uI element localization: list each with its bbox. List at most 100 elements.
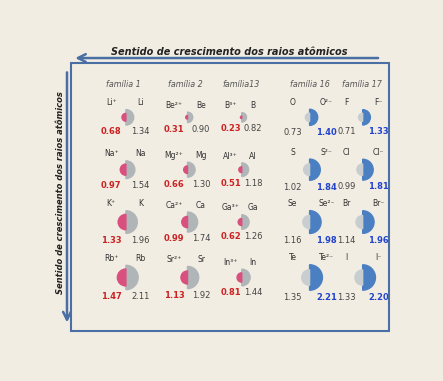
Wedge shape bbox=[310, 159, 320, 180]
Text: Br⁻: Br⁻ bbox=[373, 199, 385, 208]
Text: 2.11: 2.11 bbox=[132, 292, 150, 301]
Wedge shape bbox=[310, 109, 318, 125]
Text: 0.71: 0.71 bbox=[338, 127, 356, 136]
Text: Li⁺: Li⁺ bbox=[106, 98, 117, 107]
Text: I: I bbox=[346, 253, 348, 263]
Text: 0.62: 0.62 bbox=[220, 232, 241, 241]
Text: 1.98: 1.98 bbox=[316, 236, 337, 245]
Text: 1.14: 1.14 bbox=[338, 236, 356, 245]
Text: Mg²⁺: Mg²⁺ bbox=[165, 151, 183, 160]
Text: F: F bbox=[345, 98, 349, 107]
Wedge shape bbox=[187, 112, 193, 123]
Text: In³⁺: In³⁺ bbox=[223, 258, 238, 267]
Text: família 16: família 16 bbox=[290, 80, 330, 90]
Text: Rb⁺: Rb⁺ bbox=[104, 254, 118, 263]
Wedge shape bbox=[363, 159, 373, 180]
Text: 0.31: 0.31 bbox=[163, 125, 184, 134]
Wedge shape bbox=[181, 271, 187, 284]
Text: Ca: Ca bbox=[196, 201, 206, 210]
Text: 0.23: 0.23 bbox=[220, 124, 241, 133]
Wedge shape bbox=[239, 167, 242, 173]
Text: 1.02: 1.02 bbox=[284, 182, 302, 192]
Text: 1.44: 1.44 bbox=[244, 288, 262, 297]
Text: 1.26: 1.26 bbox=[244, 232, 262, 241]
Text: Cl⁻: Cl⁻ bbox=[373, 148, 384, 157]
Wedge shape bbox=[241, 116, 242, 118]
Wedge shape bbox=[126, 265, 138, 290]
Text: 2.21: 2.21 bbox=[316, 293, 337, 302]
Text: 1.34: 1.34 bbox=[132, 127, 150, 136]
Text: 1.96: 1.96 bbox=[368, 236, 389, 245]
Wedge shape bbox=[358, 113, 363, 122]
Text: 1.33: 1.33 bbox=[338, 293, 356, 301]
Wedge shape bbox=[186, 115, 187, 119]
Text: 1.33: 1.33 bbox=[101, 236, 121, 245]
Text: família 1: família 1 bbox=[106, 80, 141, 90]
Text: Al³⁺: Al³⁺ bbox=[223, 152, 238, 160]
Text: S: S bbox=[290, 148, 295, 157]
Text: 1.18: 1.18 bbox=[244, 179, 262, 188]
Wedge shape bbox=[303, 164, 310, 176]
Text: Mg: Mg bbox=[195, 151, 207, 160]
Text: 0.73: 0.73 bbox=[283, 128, 302, 137]
Text: O: O bbox=[290, 98, 295, 107]
Wedge shape bbox=[356, 216, 363, 229]
Text: B: B bbox=[250, 101, 256, 110]
Text: Sentido de crescimento dos raios atômicos: Sentido de crescimento dos raios atômico… bbox=[56, 91, 65, 294]
Text: Li: Li bbox=[137, 98, 144, 107]
Wedge shape bbox=[187, 212, 198, 232]
Text: 0.90: 0.90 bbox=[192, 125, 210, 134]
Text: 0.81: 0.81 bbox=[220, 288, 241, 297]
Wedge shape bbox=[126, 161, 135, 179]
Text: 1.35: 1.35 bbox=[283, 293, 302, 302]
Text: 1.16: 1.16 bbox=[283, 236, 302, 245]
Text: 1.74: 1.74 bbox=[192, 234, 210, 243]
Wedge shape bbox=[305, 113, 310, 122]
Text: 1.33: 1.33 bbox=[368, 127, 389, 136]
Text: Sr²⁺: Sr²⁺ bbox=[166, 255, 182, 264]
Wedge shape bbox=[303, 215, 310, 229]
Text: família 2: família 2 bbox=[168, 80, 203, 90]
Wedge shape bbox=[237, 273, 242, 282]
Wedge shape bbox=[310, 211, 321, 234]
Wedge shape bbox=[310, 265, 323, 290]
Text: Sentido de crescimento dos raios atômicos: Sentido de crescimento dos raios atômico… bbox=[112, 47, 348, 57]
Text: 0.97: 0.97 bbox=[101, 181, 121, 190]
Text: 2.20: 2.20 bbox=[368, 293, 389, 301]
Text: Be²⁺: Be²⁺ bbox=[165, 101, 183, 110]
Text: Na: Na bbox=[136, 149, 146, 158]
Text: 1.92: 1.92 bbox=[192, 291, 210, 300]
Wedge shape bbox=[187, 162, 195, 177]
Text: Se: Se bbox=[288, 199, 297, 208]
Text: 1.30: 1.30 bbox=[192, 179, 210, 189]
Wedge shape bbox=[184, 166, 187, 173]
Wedge shape bbox=[117, 269, 126, 286]
Wedge shape bbox=[238, 218, 242, 226]
Wedge shape bbox=[242, 215, 249, 229]
Text: Al: Al bbox=[249, 152, 257, 160]
Wedge shape bbox=[363, 265, 376, 290]
Text: 0.82: 0.82 bbox=[244, 124, 262, 133]
Wedge shape bbox=[118, 215, 126, 230]
Text: 1.84: 1.84 bbox=[316, 182, 337, 192]
Wedge shape bbox=[122, 114, 126, 121]
Wedge shape bbox=[126, 110, 134, 125]
Text: 1.47: 1.47 bbox=[101, 292, 121, 301]
Wedge shape bbox=[242, 113, 246, 122]
Text: S²⁻: S²⁻ bbox=[321, 148, 333, 157]
Text: K⁺: K⁺ bbox=[107, 199, 116, 208]
Text: Se²⁻: Se²⁻ bbox=[319, 199, 335, 208]
Text: família13: família13 bbox=[223, 80, 260, 90]
Text: B³⁺: B³⁺ bbox=[224, 101, 237, 110]
Wedge shape bbox=[355, 270, 363, 285]
Text: Te²⁻: Te²⁻ bbox=[319, 253, 334, 263]
Text: 1.40: 1.40 bbox=[316, 128, 337, 137]
Text: Sr: Sr bbox=[197, 255, 205, 264]
Text: Ca²⁺: Ca²⁺ bbox=[165, 201, 183, 210]
Wedge shape bbox=[182, 216, 187, 228]
Text: In: In bbox=[249, 258, 256, 267]
Text: 1.81: 1.81 bbox=[368, 182, 389, 192]
Wedge shape bbox=[357, 164, 363, 175]
Wedge shape bbox=[363, 211, 374, 234]
Text: Na⁺: Na⁺ bbox=[104, 149, 118, 158]
